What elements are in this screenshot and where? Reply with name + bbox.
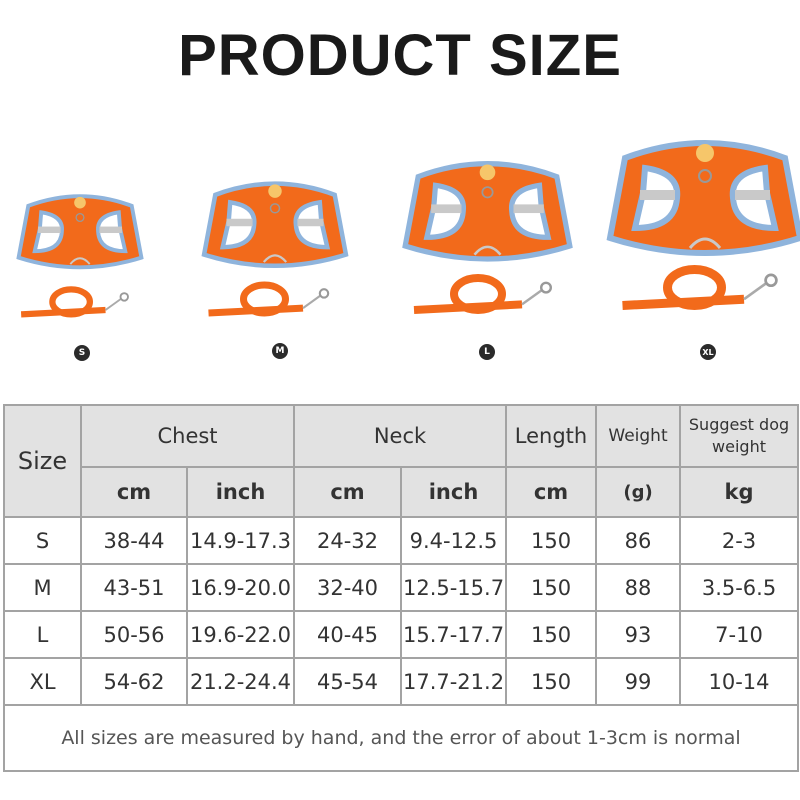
cell-chest-inch: 21.2-24.4 — [185, 657, 296, 706]
size-badge-l: L — [479, 344, 495, 360]
page-title: PRODUCT SIZE — [178, 23, 622, 88]
cell-weight: 93 — [595, 610, 682, 659]
cell-length: 150 — [505, 610, 598, 659]
header-chest: Chest — [79, 404, 296, 468]
cell-neck-cm: 45-54 — [293, 657, 403, 706]
harness-image-m — [200, 165, 350, 277]
unit-length: cm — [505, 466, 598, 518]
cell-neck-inch: 17.7-21.2 — [400, 657, 508, 706]
cell-weight: 86 — [595, 516, 682, 565]
unit-chest-inch: inch — [185, 466, 296, 518]
table-row: L 50-56 19.6-22.0 40-45 15.7-17.7 150 93 7-10 — [3, 610, 800, 659]
size-badge-s: S — [74, 345, 90, 361]
header-dog-weight: Suggest dog weight — [679, 404, 800, 468]
unit-neck-cm: cm — [293, 466, 403, 518]
cell-weight: 99 — [595, 657, 682, 706]
harness-image-l — [400, 142, 575, 272]
unit-weight: (g) — [595, 466, 682, 518]
cell-neck-inch: 9.4-12.5 — [400, 516, 508, 565]
leash-image-l — [410, 272, 570, 324]
table-row: S 38-44 14.9-17.3 24-32 9.4-12.5 150 86 2-3 — [3, 516, 800, 565]
unit-chest-cm: cm — [80, 466, 188, 518]
cell-chest-inch: 16.9-20.0 — [185, 563, 296, 612]
cell-chest-inch: 14.9-17.3 — [185, 516, 296, 565]
cell-length: 150 — [505, 516, 598, 565]
cell-chest-inch: 19.6-22.0 — [185, 610, 296, 659]
cell-chest-cm: 38-44 — [80, 516, 188, 565]
cell-length: 150 — [505, 563, 598, 612]
cell-dog-weight: 2-3 — [679, 516, 800, 565]
leash-image-xl — [618, 262, 798, 322]
table-row: M 43-51 16.9-20.0 32-40 12.5-15.7 150 88 3.5-6.… — [3, 563, 800, 612]
header-size: Size — [3, 404, 82, 518]
leash-image-m — [205, 280, 345, 325]
header-neck: Neck — [293, 404, 508, 468]
cell-size: XL — [3, 657, 82, 706]
cell-chest-cm: 50-56 — [80, 610, 188, 659]
cell-size: L — [3, 610, 82, 659]
table-row: XL 54-62 21.2-24.4 45-54 17.7-21.2 150 99 10-14 — [3, 657, 800, 706]
cell-chest-cm: 54-62 — [80, 657, 188, 706]
cell-neck-inch: 15.7-17.7 — [400, 610, 508, 659]
header-weight: Weight — [595, 404, 682, 468]
leash-image-s — [18, 285, 143, 325]
unit-neck-inch: inch — [400, 466, 508, 518]
cell-neck-inch: 12.5-15.7 — [400, 563, 508, 612]
cell-neck-cm: 32-40 — [293, 563, 403, 612]
cell-weight: 88 — [595, 563, 682, 612]
cell-size: M — [3, 563, 82, 612]
cell-neck-cm: 40-45 — [293, 610, 403, 659]
harness-image-xl — [605, 118, 800, 268]
unit-dog-weight: kg — [679, 466, 800, 518]
footnote: All sizes are measured by hand, and the … — [2, 704, 800, 772]
cell-dog-weight: 10-14 — [679, 657, 800, 706]
header-length: Length — [505, 404, 598, 468]
cell-chest-cm: 43-51 — [80, 563, 188, 612]
harness-image-s — [15, 180, 145, 277]
cell-length: 150 — [505, 657, 598, 706]
size-badge-m: M — [272, 343, 288, 359]
cell-dog-weight: 7-10 — [679, 610, 800, 659]
cell-dog-weight: 3.5-6.5 — [679, 563, 800, 612]
size-badge-xl: XL — [700, 344, 716, 360]
cell-size: S — [3, 516, 82, 565]
size-chart-table: Size Chest Neck Length Weight Suggest do… — [2, 404, 800, 772]
cell-neck-cm: 24-32 — [293, 516, 403, 565]
